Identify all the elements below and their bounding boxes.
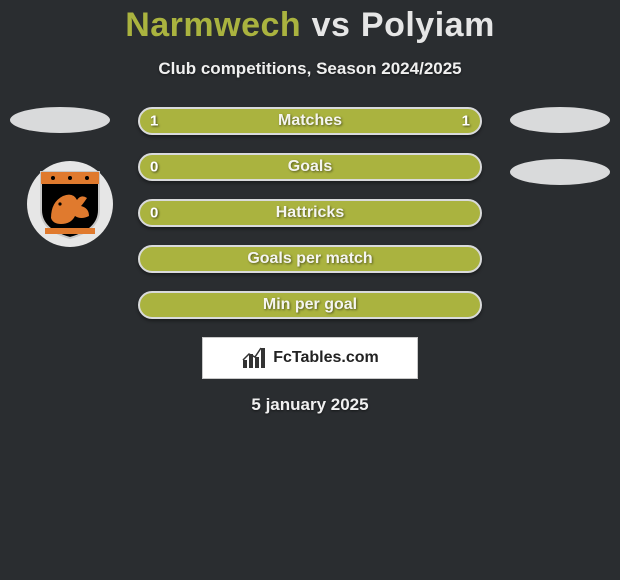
stat-pill: Hattricks 0 [138, 199, 482, 227]
stat-value-left: 0 [150, 205, 158, 222]
footer-logo: FcTables.com [202, 337, 418, 379]
stat-row: Hattricks 0 [0, 199, 620, 227]
stat-label: Hattricks [276, 204, 344, 222]
date-text: 5 january 2025 [0, 395, 620, 415]
title-player1: Narmwech [125, 6, 301, 44]
title-vs: vs [312, 6, 351, 44]
page-title: Narmwech vs Polyiam [0, 0, 620, 45]
footer-logo-text: FcTables.com [273, 349, 379, 367]
stat-value-right: 1 [462, 113, 470, 130]
subtitle: Club competitions, Season 2024/2025 [0, 59, 620, 79]
stat-row: Goals 0 [0, 153, 620, 181]
stat-label: Goals [288, 158, 332, 176]
stat-pill: Goals per match [138, 245, 482, 273]
stat-value-left: 1 [150, 113, 158, 130]
stat-label: Goals per match [247, 250, 372, 268]
stat-value-left: 0 [150, 159, 158, 176]
stat-row: Min per goal [0, 291, 620, 319]
stat-pill: Matches 1 1 [138, 107, 482, 135]
stat-label: Min per goal [263, 296, 357, 314]
bars-icon [241, 346, 267, 370]
stat-label: Matches [278, 112, 342, 130]
stat-row: Goals per match [0, 245, 620, 273]
stat-pill: Min per goal [138, 291, 482, 319]
stat-pill: Goals 0 [138, 153, 482, 181]
comparison-content: Matches 1 1 Goals 0 Hattricks 0 Goals per match… [0, 107, 620, 319]
stat-row: Matches 1 1 [0, 107, 620, 135]
title-player2: Polyiam [361, 6, 495, 44]
